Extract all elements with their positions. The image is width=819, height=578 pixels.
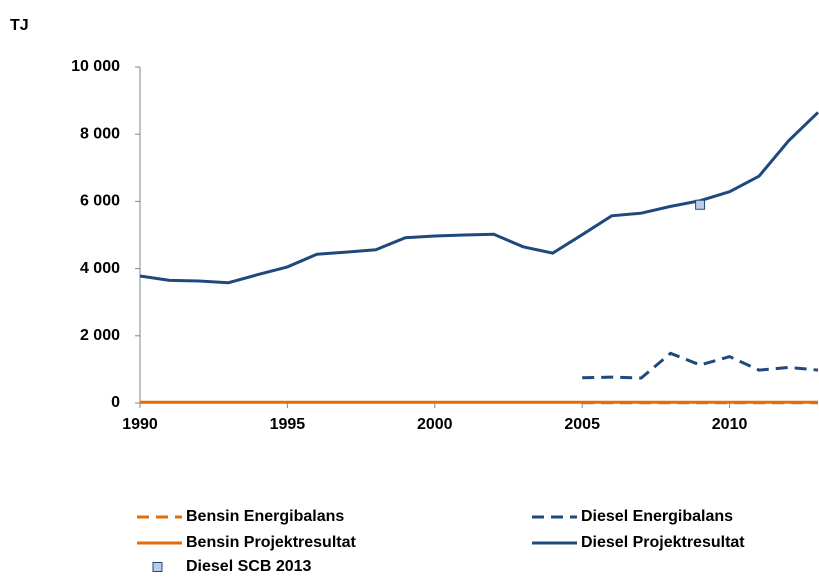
legend-label: Diesel Projektresultat [581, 534, 745, 551]
y-tick-label: 8 000 [80, 125, 120, 142]
y-tick-label: 2 000 [80, 327, 120, 344]
y-tick-label: 6 000 [80, 193, 120, 210]
legend-marker [152, 562, 163, 572]
legend-label: Diesel SCB 2013 [186, 558, 312, 575]
series-line [139, 111, 819, 285]
y-axis-label: TJ [10, 17, 29, 34]
x-tick-label: 2010 [712, 416, 748, 433]
x-tick-label: 2000 [417, 416, 453, 433]
y-tick-label: 0 [111, 394, 120, 411]
y-tick-label: 4 000 [80, 260, 120, 277]
series-line [582, 351, 819, 380]
x-tick-label: 1995 [270, 416, 306, 433]
legend-label: Diesel Energibalans [581, 508, 733, 525]
y-tick-label: 10 000 [71, 58, 120, 75]
legend-label: Bensin Projektresultat [186, 534, 357, 551]
marker [695, 199, 706, 210]
legend-label: Bensin Energibalans [186, 508, 344, 525]
x-tick-label: 2005 [564, 416, 600, 433]
x-tick-label: 1990 [122, 416, 158, 433]
